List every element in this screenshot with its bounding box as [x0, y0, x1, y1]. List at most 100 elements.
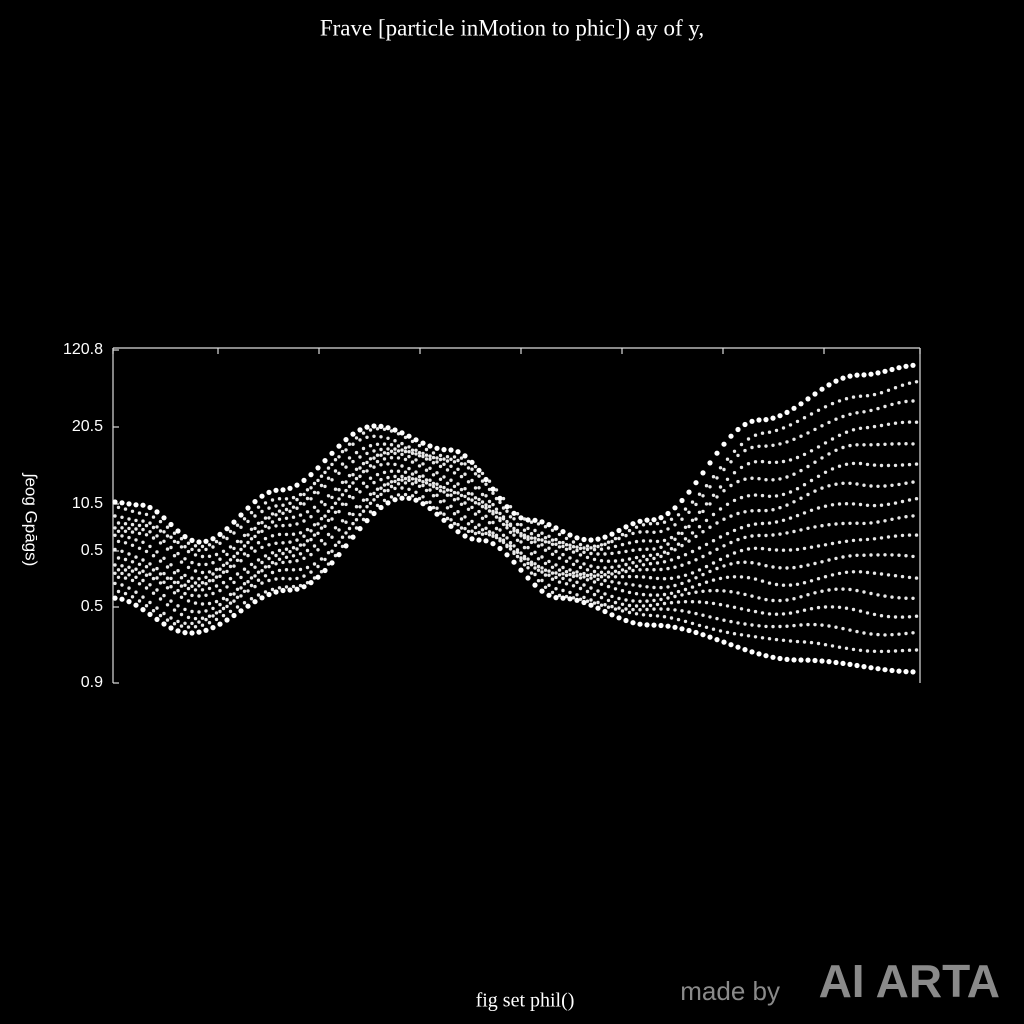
particle — [645, 530, 649, 534]
particle — [435, 493, 439, 497]
particle — [470, 519, 474, 524]
particle — [162, 571, 166, 576]
particle — [214, 539, 219, 544]
particle — [578, 586, 583, 591]
particle — [553, 595, 559, 601]
particle — [239, 594, 243, 598]
particle — [900, 615, 905, 619]
particle — [449, 493, 453, 497]
particle — [550, 542, 555, 546]
particle — [249, 546, 254, 550]
particle — [253, 565, 257, 569]
particle — [858, 461, 863, 466]
particle — [116, 529, 121, 533]
particle — [606, 559, 611, 563]
particle — [725, 554, 730, 558]
particle — [476, 537, 482, 543]
particle — [844, 539, 849, 543]
particle — [578, 546, 583, 551]
particle — [386, 436, 390, 440]
particle — [897, 482, 901, 487]
particle — [802, 452, 807, 457]
particle — [753, 433, 758, 437]
particle — [249, 537, 254, 541]
particle — [263, 524, 268, 528]
particle — [487, 530, 492, 534]
particle — [473, 486, 478, 490]
particle — [812, 391, 818, 397]
particle — [357, 427, 363, 433]
particle — [756, 651, 762, 657]
particle — [424, 468, 429, 472]
particle — [347, 526, 352, 531]
particle — [231, 612, 237, 619]
particle — [750, 561, 754, 565]
particle — [764, 478, 768, 482]
particle — [396, 456, 401, 460]
particle — [260, 529, 264, 533]
particle — [487, 499, 492, 504]
particle — [830, 605, 835, 609]
particle — [627, 566, 632, 570]
particle — [767, 521, 772, 525]
particle — [270, 498, 275, 502]
particle — [189, 630, 195, 636]
particle — [169, 576, 173, 581]
particle — [795, 639, 800, 644]
particle — [669, 535, 674, 540]
particle — [851, 428, 856, 432]
particle — [267, 564, 271, 569]
particle — [795, 487, 800, 491]
particle — [855, 411, 859, 415]
particle — [812, 657, 818, 664]
particle — [529, 536, 534, 540]
particle — [760, 546, 765, 551]
particle — [904, 631, 908, 636]
particle — [144, 549, 149, 554]
particle — [473, 501, 478, 505]
particle — [473, 496, 478, 500]
particle — [798, 401, 804, 407]
particle — [882, 667, 888, 673]
particle — [820, 456, 824, 460]
particle — [225, 598, 229, 602]
particle — [585, 573, 590, 578]
particle — [729, 619, 733, 624]
particle — [907, 381, 912, 385]
particle — [365, 435, 369, 439]
particle — [753, 460, 758, 464]
particle — [774, 637, 779, 642]
particle — [603, 552, 607, 556]
particle — [536, 564, 541, 569]
particle — [410, 482, 415, 486]
particle — [886, 535, 891, 539]
particle — [669, 616, 674, 620]
particle — [305, 548, 310, 553]
particle — [477, 502, 481, 506]
particle — [351, 473, 355, 477]
particle — [144, 523, 149, 528]
particle — [291, 568, 296, 572]
particle — [242, 544, 247, 548]
particle — [694, 576, 698, 580]
particle — [613, 587, 618, 591]
particle — [239, 575, 243, 580]
particle — [732, 471, 737, 475]
particle — [809, 579, 814, 583]
particle — [134, 575, 138, 579]
particle — [897, 632, 901, 636]
particle — [410, 439, 415, 444]
particle — [123, 507, 128, 511]
particle-band — [112, 362, 919, 675]
particle — [441, 447, 447, 453]
particle — [683, 537, 688, 541]
particle — [354, 476, 359, 481]
particle — [424, 500, 429, 505]
particle — [319, 474, 324, 478]
particle — [571, 540, 576, 544]
particle — [785, 598, 789, 602]
particle — [354, 436, 359, 440]
particle — [301, 477, 307, 483]
particle — [602, 608, 608, 615]
particle — [312, 523, 317, 527]
